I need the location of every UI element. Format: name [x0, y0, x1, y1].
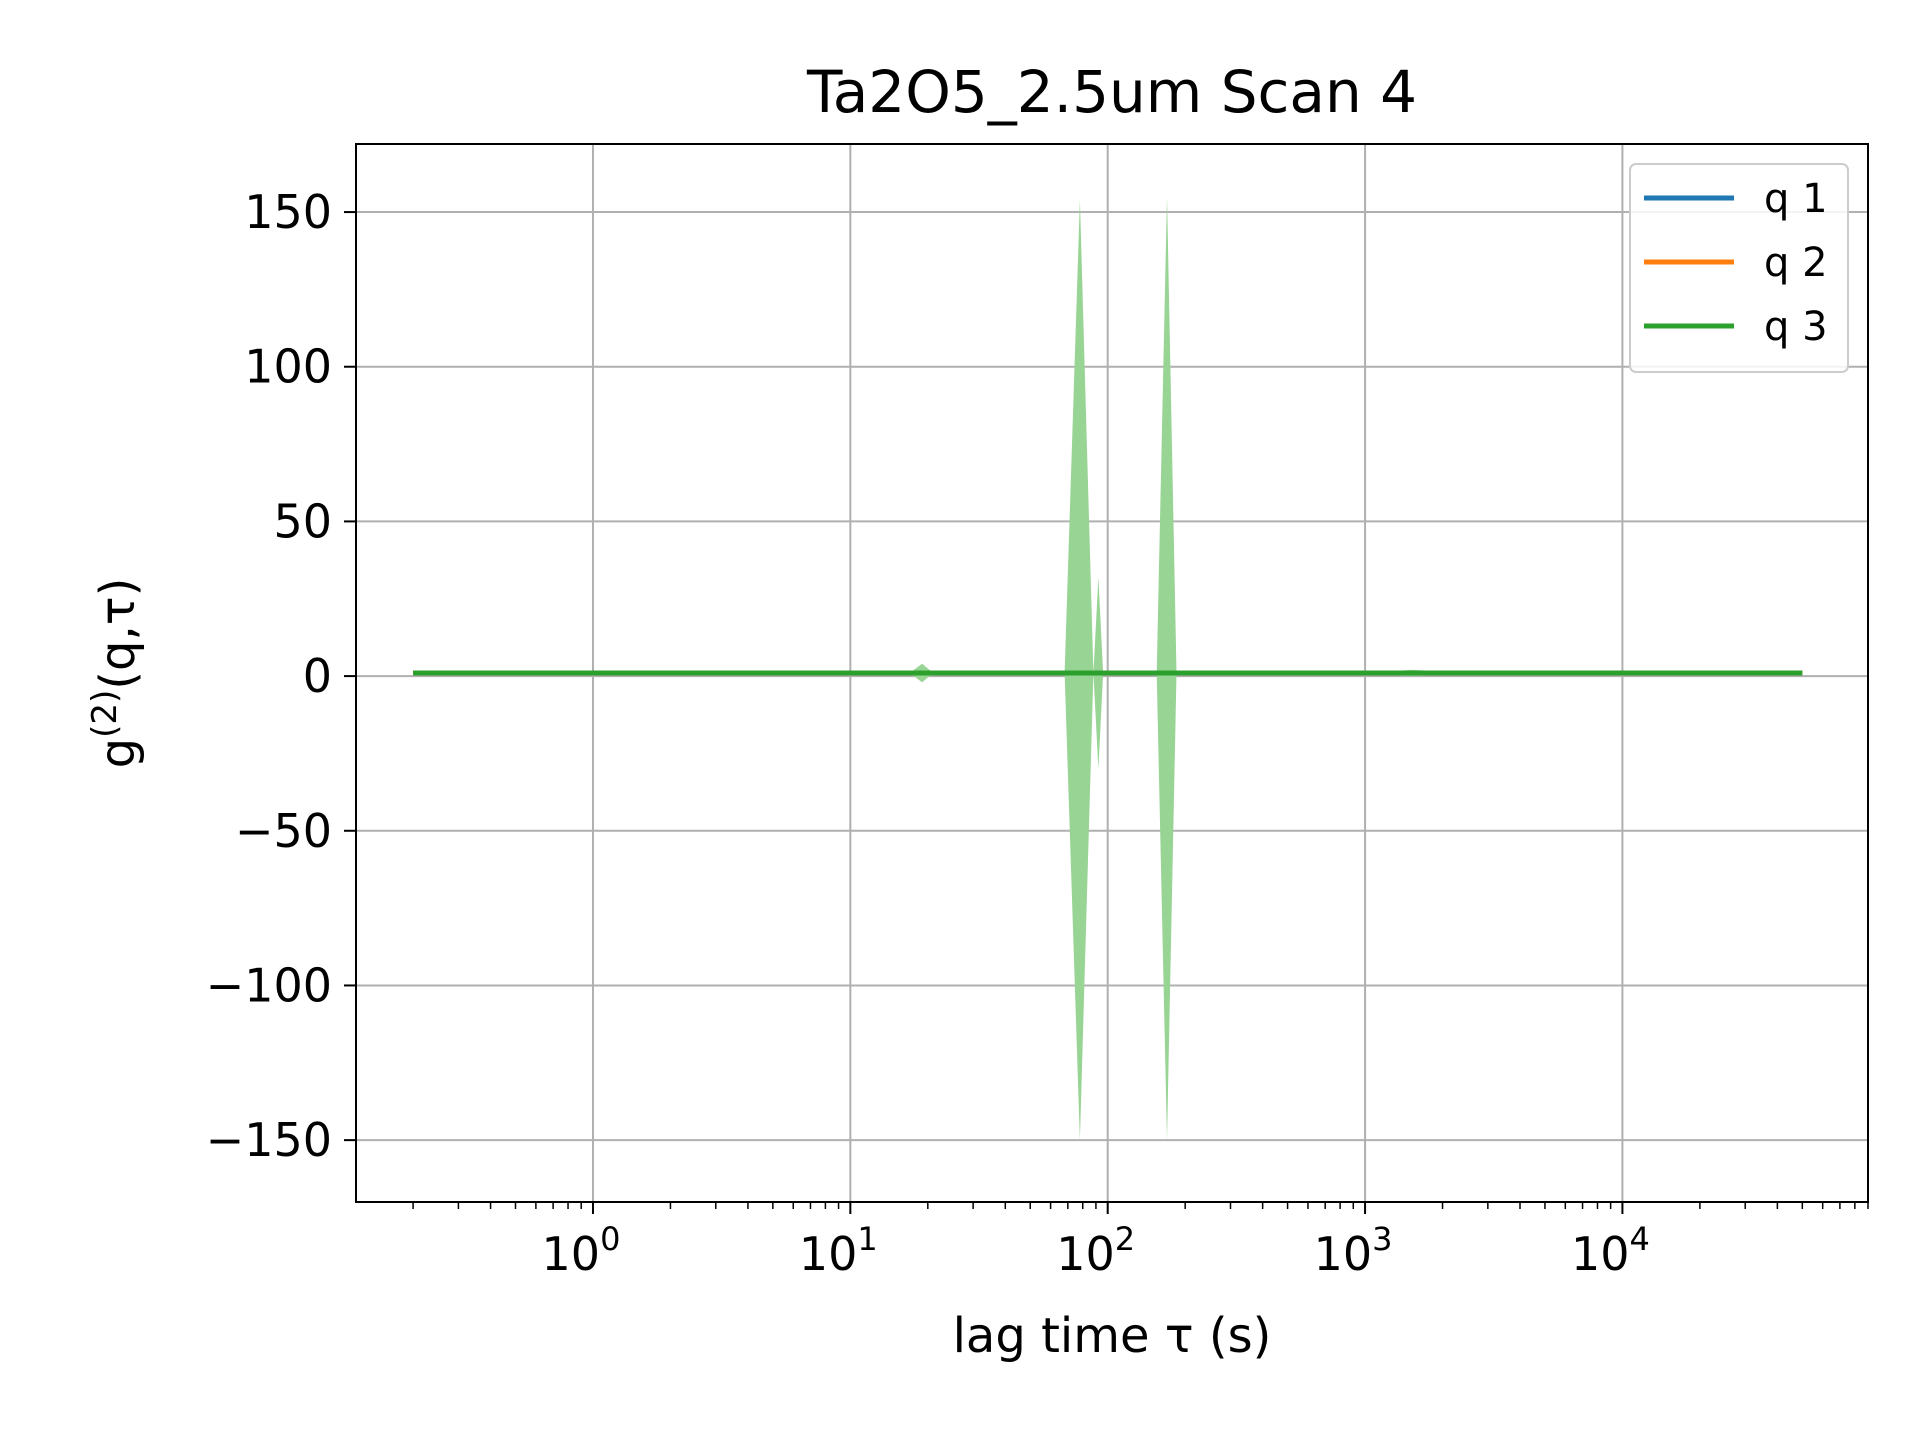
x-tick-label-base: 10	[1056, 1227, 1115, 1281]
x-tick-label: 102	[1056, 1220, 1135, 1281]
y-axis-label-base: g	[90, 738, 146, 768]
legend-label: q 2	[1764, 240, 1828, 286]
y-tick-label: 100	[244, 340, 332, 394]
y-axis-label: g(2)(q,τ)	[85, 578, 146, 769]
x-tick-label-exponent: 1	[857, 1220, 877, 1258]
x-tick-label-exponent: 2	[1115, 1220, 1135, 1258]
y-tick-label: −50	[235, 804, 332, 858]
y-tick-label: 50	[273, 494, 332, 548]
y-tick-label: 150	[244, 185, 332, 239]
x-tick-label-base: 10	[1571, 1227, 1630, 1281]
legend-box	[1629, 163, 1849, 373]
chart-title: Ta2O5_2.5um Scan 4	[806, 58, 1417, 126]
y-axis-label-sup: (2)	[85, 690, 125, 738]
series-layer	[413, 196, 1803, 1141]
axes-frame	[355, 143, 1869, 1203]
y-axis: 150 100 50 0 −50 −100 −150	[206, 185, 356, 1167]
y-axis-label-rest: (q,τ)	[90, 578, 146, 690]
x-tick-label-base: 10	[542, 1227, 601, 1281]
y-tick-label: −100	[206, 958, 332, 1012]
x-tick-label: 101	[799, 1220, 878, 1281]
x-tick-label-exponent: 0	[600, 1220, 620, 1258]
y-tick-label: 0	[303, 649, 332, 703]
x-tick-label-base: 10	[799, 1227, 858, 1281]
legend-label: q 3	[1764, 304, 1828, 350]
x-tick-label-base: 10	[1314, 1227, 1373, 1281]
x-tick-label: 104	[1571, 1220, 1650, 1281]
x-axis-label: lag time τ (s)	[953, 1308, 1272, 1364]
y-tick-label: −150	[206, 1113, 332, 1167]
legend-label: q 1	[1764, 176, 1828, 222]
x-tick-label: 100	[542, 1220, 621, 1281]
x-tick-label-exponent: 3	[1372, 1220, 1392, 1258]
plot-area	[413, 196, 1803, 1141]
legend: q 1 q 2 q 3	[1629, 163, 1849, 373]
x-tick-label-exponent: 4	[1630, 1220, 1650, 1258]
x-tick-label: 103	[1314, 1220, 1393, 1281]
x-axis: 100 101 102 103 104	[412, 1202, 1869, 1281]
